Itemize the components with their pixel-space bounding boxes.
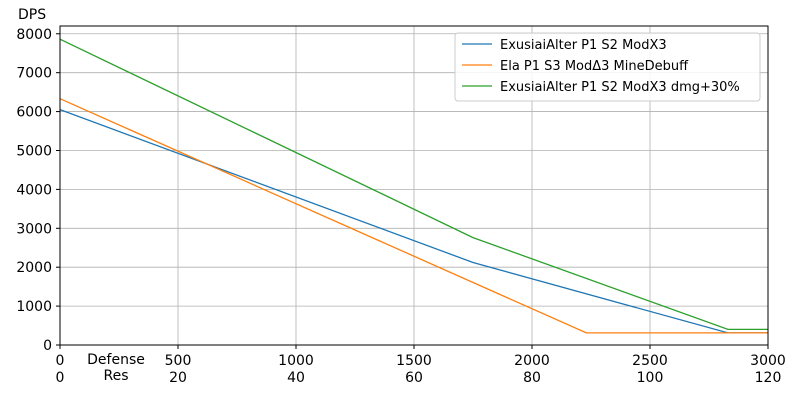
series-lines [59, 38, 768, 334]
y-tick-label: 7000 [16, 66, 52, 82]
x-tick-label-secondary: 80 [523, 370, 541, 386]
y-tick-label: 5000 [16, 143, 52, 159]
x-tick-label: 3000 [750, 353, 786, 369]
x-tick-label-secondary: 100 [637, 370, 664, 386]
y-tick-label: 3000 [16, 221, 52, 237]
x-axis-label-line-2: Res [103, 368, 128, 384]
x-tick-label-secondary: 20 [169, 370, 187, 386]
y-tick-label: 8000 [16, 27, 52, 43]
legend-label-1: ExusiaiAlter P1 S2 ModX3 [500, 38, 667, 53]
series-line-2 [59, 98, 768, 334]
x-tick-label-secondary: 0 [56, 370, 65, 386]
x-tick-label: 0 [56, 353, 65, 369]
x-tick-label: 1000 [278, 353, 314, 369]
x-tick-label: 1500 [396, 353, 432, 369]
x-tick-label: 2000 [514, 353, 550, 369]
y-tick-label: 4000 [16, 182, 52, 198]
series-line-3 [59, 38, 768, 331]
x-tick-label-secondary: 120 [755, 370, 782, 386]
legend: ExusiaiAlter P1 S2 ModX3 Ela P1 S3 ModΔ3 … [454, 32, 761, 102]
x-axis-label-line-1: Defense [87, 352, 145, 368]
x-tick-label: 500 [165, 353, 192, 369]
y-tick-label: 0 [43, 338, 52, 354]
legend-box [454, 32, 761, 102]
legend-label-3: ExusiaiAlter P1 S2 ModX3 dmg+30% [500, 80, 740, 95]
axes: 0050020100040150060200080250010030001200… [16, 27, 785, 386]
y-tick-label: 6000 [16, 105, 52, 121]
y-axis-label: DPS [18, 7, 46, 23]
y-tick-label: 1000 [16, 299, 52, 315]
x-tick-label-secondary: 40 [287, 370, 305, 386]
x-tick-label-secondary: 60 [405, 370, 423, 386]
y-tick-label: 2000 [16, 260, 52, 276]
legend-label-2: Ela P1 S3 ModΔ3 MineDebuff [500, 59, 689, 74]
x-tick-label: 2500 [632, 353, 668, 369]
